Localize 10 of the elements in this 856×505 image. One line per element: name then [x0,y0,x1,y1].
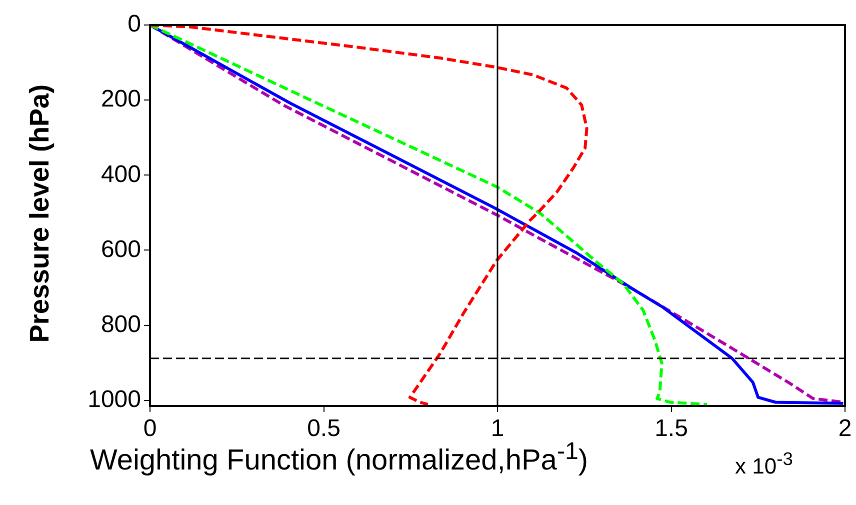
y-tick-label: 600 [100,236,141,263]
y-tick-label: 800 [100,310,141,338]
y-tick-label: 1000 [88,386,141,413]
text: x 10$^{-3}$ [735,448,793,480]
y-tick-label: 0 [128,10,141,38]
y-tick-label: 200 [100,86,141,113]
x-tick-label: 2 [838,415,852,442]
x-tick-label: 1.5 [654,415,688,442]
y-axis-title: Pressure level (hPa) [24,83,56,345]
y-tick-label: 400 [100,160,141,188]
